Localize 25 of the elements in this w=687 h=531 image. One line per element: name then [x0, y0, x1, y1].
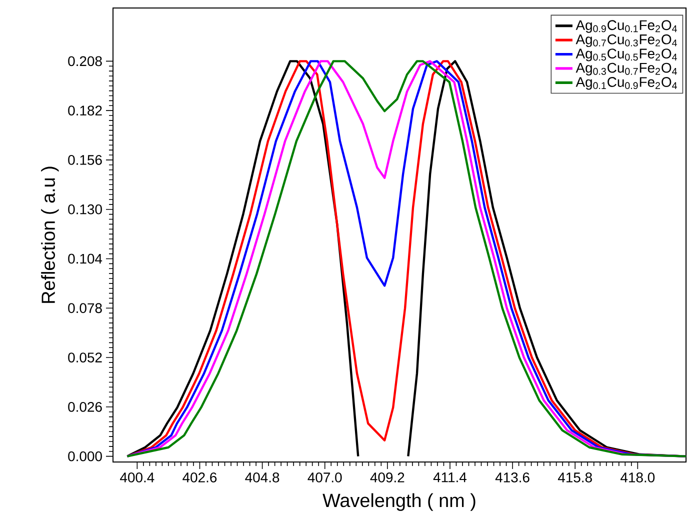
- x-axis-title: Wavelength ( nm ): [322, 493, 476, 511]
- y-tick-label: 0.078: [68, 303, 102, 314]
- x-tick-label: 418.0: [620, 472, 655, 482]
- x-tick-label: 413.6: [495, 472, 530, 482]
- x-tick-label: 404.8: [245, 472, 280, 482]
- y-tick-label: 0.130: [68, 204, 102, 214]
- legend-label: Ag$_{0.7}$Cu$_{0.3}$Fe$_{2}$O$_{4}$: [576, 34, 677, 48]
- legend-label: Ag$_{0.1}$Cu$_{0.9}$Fe$_{2}$O$_{4}$: [576, 77, 677, 90]
- legend-label: Ag$_{0.9}$Cu$_{0.1}$Fe$_{2}$O$_{4}$: [576, 20, 677, 33]
- y-tick-label: 0.182: [68, 106, 102, 116]
- x-tick-label: 407.0: [308, 472, 342, 482]
- y-tick-label: 0.104: [68, 254, 102, 264]
- legend-label: Ag$_{0.5}$Cu$_{0.5}$Fe$_{2}$O$_{4}$: [576, 48, 677, 62]
- y-tick-label: 0.208: [68, 56, 102, 66]
- y-tick-label: 0.052: [68, 352, 102, 362]
- legend-label: Ag$_{0.3}$Cu$_{0.7}$Fe$_{2}$O$_{4}$: [576, 62, 677, 76]
- x-tick-label: 402.6: [182, 472, 217, 482]
- y-tick-label: 0.026: [68, 402, 102, 412]
- x-tick-label: 409.2: [370, 472, 404, 482]
- x-tick-label: 400.4: [120, 472, 154, 482]
- x-tick-label: 411.4: [433, 472, 466, 482]
- y-axis-title: Reflection ( a.u ): [41, 166, 59, 303]
- y-tick-label: 0.156: [68, 155, 102, 165]
- y-tick-label: 0.000: [68, 451, 102, 462]
- x-tick-label: 415.8: [558, 472, 592, 482]
